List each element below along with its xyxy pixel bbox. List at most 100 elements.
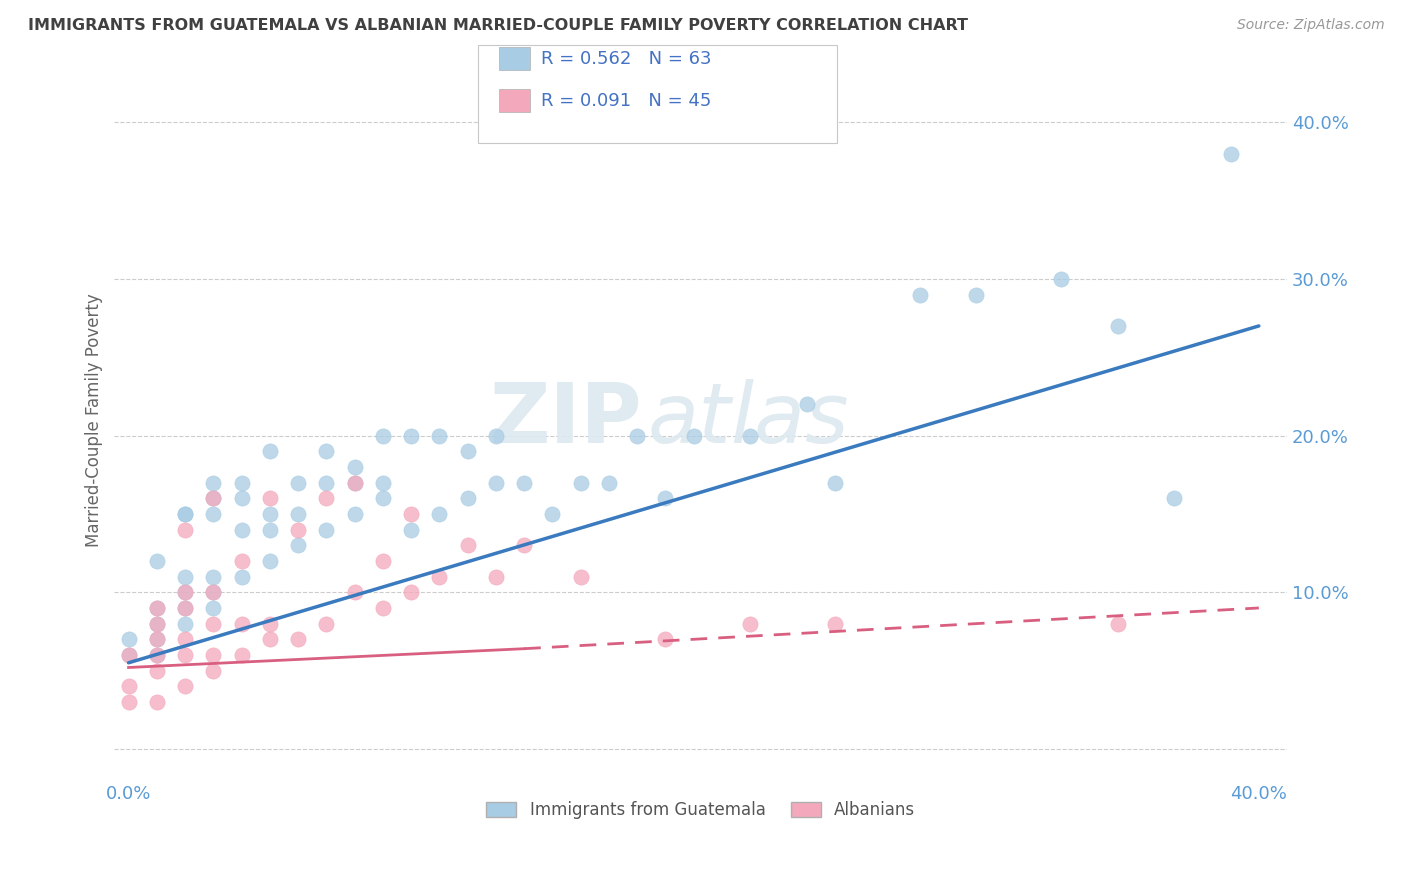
Point (231, 616, 253, 631)
Point (202, 664, 225, 678)
Point (174, 585, 197, 599)
Point (146, 695, 169, 709)
Point (174, 585, 197, 599)
Point (485, 569, 508, 583)
Point (202, 616, 225, 631)
Point (117, 648, 139, 662)
Point (427, 428, 450, 442)
Point (174, 632, 197, 647)
Point (202, 491, 225, 506)
Point (259, 523, 281, 537)
Point (174, 648, 197, 662)
Point (174, 507, 197, 521)
Point (399, 523, 422, 537)
Point (287, 475, 309, 490)
Point (117, 695, 139, 709)
Point (1107, 318, 1129, 333)
Point (457, 491, 479, 506)
Point (399, 428, 422, 442)
Point (231, 554, 253, 568)
Point (457, 538, 479, 552)
Point (202, 491, 225, 506)
Point (231, 648, 253, 662)
Point (343, 507, 366, 521)
Point (427, 569, 450, 583)
Point (146, 601, 169, 615)
Point (1219, 146, 1241, 161)
Point (146, 632, 169, 647)
Point (117, 648, 139, 662)
Point (174, 507, 197, 521)
Point (371, 428, 394, 442)
Point (371, 475, 394, 490)
Point (259, 491, 281, 506)
Point (598, 475, 620, 490)
Point (174, 601, 197, 615)
Point (371, 601, 394, 615)
Point (682, 428, 704, 442)
Point (315, 491, 337, 506)
Point (259, 632, 281, 647)
Point (146, 601, 169, 615)
Point (541, 507, 564, 521)
Point (654, 491, 676, 506)
Point (202, 569, 225, 583)
Point (1107, 616, 1129, 631)
Point (315, 523, 337, 537)
Point (965, 287, 987, 301)
Point (343, 475, 366, 490)
Point (740, 428, 762, 442)
Point (315, 475, 337, 490)
Point (231, 475, 253, 490)
Point (343, 585, 366, 599)
Point (202, 475, 225, 490)
Point (427, 507, 450, 521)
Point (513, 538, 536, 552)
Point (824, 475, 846, 490)
Point (287, 538, 309, 552)
Point (343, 475, 366, 490)
Point (569, 569, 592, 583)
Point (371, 491, 394, 506)
Point (287, 507, 309, 521)
Point (146, 632, 169, 647)
Point (343, 459, 366, 474)
Point (146, 616, 169, 631)
Point (569, 475, 592, 490)
Text: IMMIGRANTS FROM GUATEMALA VS ALBANIAN MARRIED-COUPLE FAMILY POVERTY CORRELATION : IMMIGRANTS FROM GUATEMALA VS ALBANIAN MA… (28, 18, 969, 33)
Point (626, 428, 648, 442)
Text: Source: ZipAtlas.com: Source: ZipAtlas.com (1237, 18, 1385, 32)
Point (259, 616, 281, 631)
Point (259, 554, 281, 568)
Point (117, 679, 139, 693)
Point (513, 475, 536, 490)
Point (399, 585, 422, 599)
Point (485, 428, 508, 442)
Point (1163, 491, 1185, 506)
Point (117, 632, 139, 647)
Point (654, 632, 676, 647)
Point (146, 554, 169, 568)
Point (259, 444, 281, 458)
Point (146, 664, 169, 678)
Point (146, 648, 169, 662)
Point (457, 444, 479, 458)
Point (174, 601, 197, 615)
Point (146, 616, 169, 631)
Point (202, 648, 225, 662)
Point (315, 616, 337, 631)
Point (287, 523, 309, 537)
Point (371, 554, 394, 568)
Point (908, 287, 931, 301)
Point (1050, 272, 1073, 286)
Point (259, 507, 281, 521)
Point (315, 444, 337, 458)
Point (174, 616, 197, 631)
Point (174, 679, 197, 693)
Point (174, 523, 197, 537)
Text: R = 0.562   N = 63: R = 0.562 N = 63 (541, 50, 711, 68)
Point (231, 491, 253, 506)
Point (287, 632, 309, 647)
Text: ZIP: ZIP (489, 379, 643, 460)
Point (485, 475, 508, 490)
